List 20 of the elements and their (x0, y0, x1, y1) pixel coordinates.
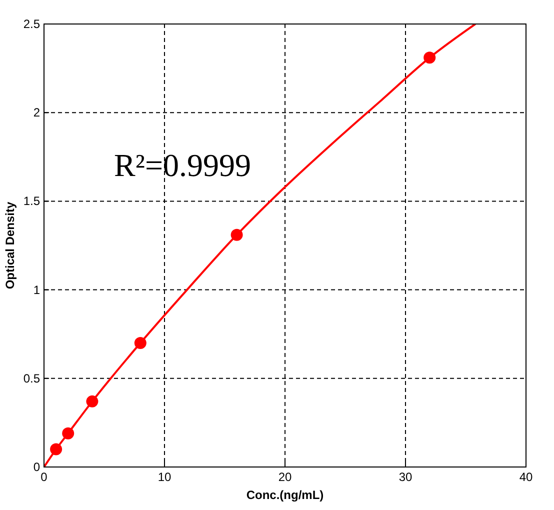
x-tick-label: 10 (158, 470, 172, 484)
point (424, 52, 436, 64)
x-axis-title: Conc.(ng/mL) (246, 488, 324, 502)
x-tick-label: 40 (519, 470, 533, 484)
point (134, 336, 146, 349)
annotation: R²=0.9999 (114, 147, 251, 183)
y-axis-title: Optical Density (3, 201, 17, 290)
x-tick-label: 30 (398, 470, 412, 484)
point (50, 443, 62, 456)
x-tick-label: 20 (278, 470, 292, 484)
y-tick-label: 1.5 (23, 194, 40, 208)
point (230, 228, 243, 241)
point (62, 427, 74, 440)
y-tick-label: 1 (33, 282, 40, 297)
y-tick-label: 0 (33, 460, 40, 474)
point (86, 395, 98, 408)
y-tick-label: 0.5 (23, 371, 40, 386)
line-series (44, 24, 476, 467)
y-tick-label: 2 (33, 106, 40, 120)
y-tick-label: 2.5 (23, 17, 40, 31)
